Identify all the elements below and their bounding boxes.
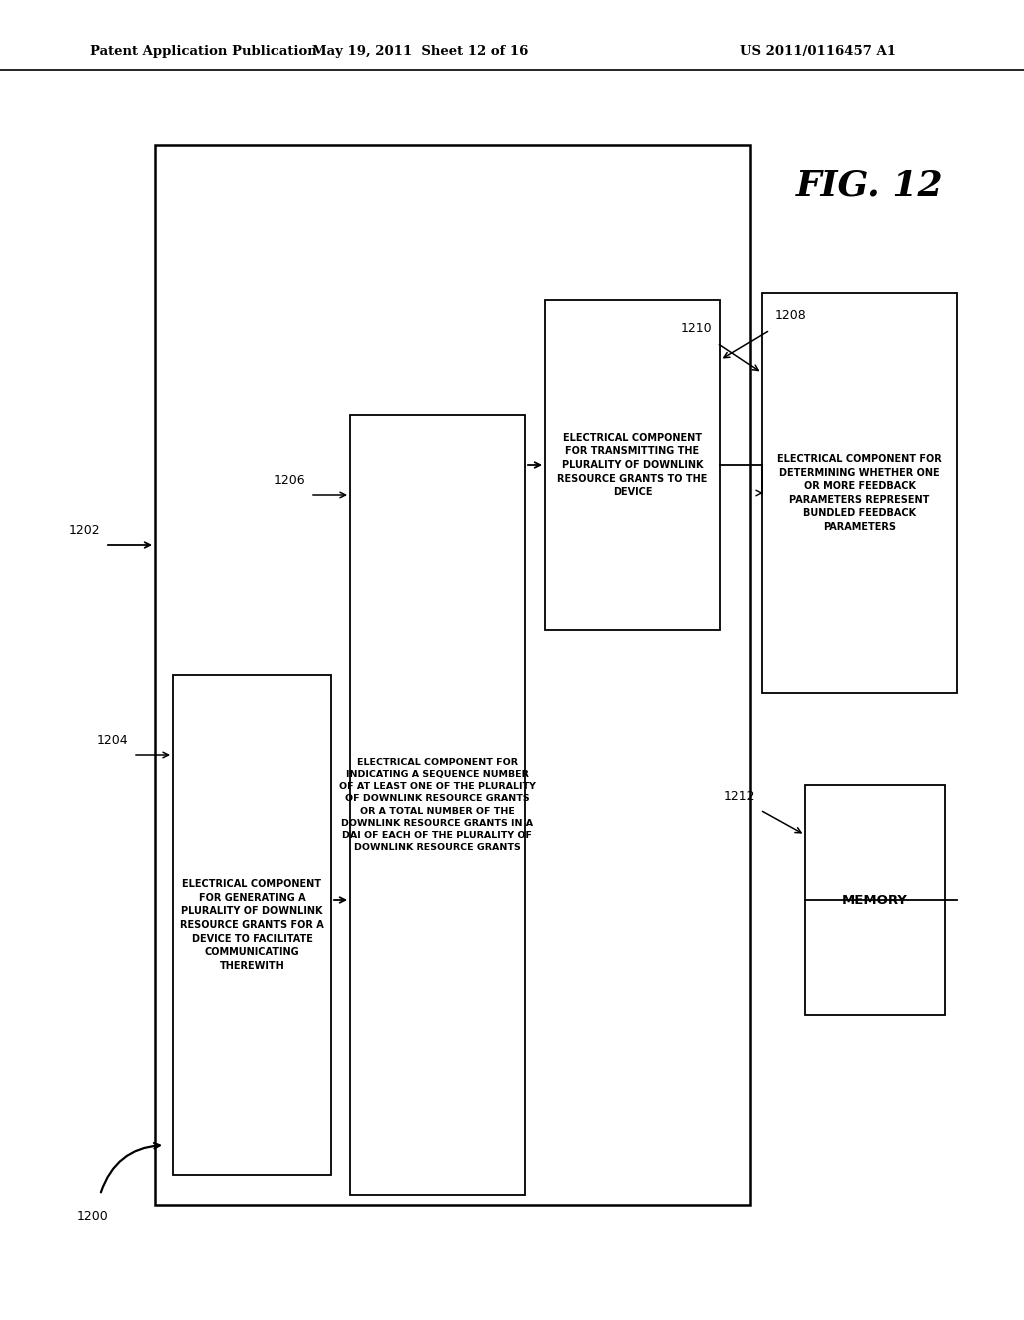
Text: ELECTRICAL COMPONENT FOR
INDICATING A SEQUENCE NUMBER
OF AT LEAST ONE OF THE PLU: ELECTRICAL COMPONENT FOR INDICATING A SE… [339,758,536,851]
Text: 1210: 1210 [680,322,712,335]
Text: ELECTRICAL COMPONENT FOR
DETERMINING WHETHER ONE
OR MORE FEEDBACK
PARAMETERS REP: ELECTRICAL COMPONENT FOR DETERMINING WHE… [777,454,942,532]
Text: 1202: 1202 [69,524,100,537]
Bar [545,300,720,630]
Text: 1200: 1200 [77,1210,109,1224]
Bar [173,675,331,1175]
Text: MEMORY: MEMORY [842,894,908,907]
Text: Patent Application Publication: Patent Application Publication [90,45,316,58]
Text: US 2011/0116457 A1: US 2011/0116457 A1 [740,45,896,58]
Text: ELECTRICAL COMPONENT
FOR TRANSMITTING THE
PLURALITY OF DOWNLINK
RESOURCE GRANTS : ELECTRICAL COMPONENT FOR TRANSMITTING TH… [557,433,708,498]
Text: May 19, 2011  Sheet 12 of 16: May 19, 2011 Sheet 12 of 16 [312,45,528,58]
Bar [155,145,750,1205]
Bar [350,414,525,1195]
Text: 1206: 1206 [273,474,305,487]
Bar [805,785,945,1015]
Text: FIG. 12: FIG. 12 [797,168,944,202]
Text: 1208: 1208 [775,309,807,322]
Text: 1204: 1204 [96,734,128,747]
Text: 1212: 1212 [724,789,755,803]
Bar [762,293,957,693]
Text: ELECTRICAL COMPONENT
FOR GENERATING A
PLURALITY OF DOWNLINK
RESOURCE GRANTS FOR : ELECTRICAL COMPONENT FOR GENERATING A PL… [180,879,324,970]
